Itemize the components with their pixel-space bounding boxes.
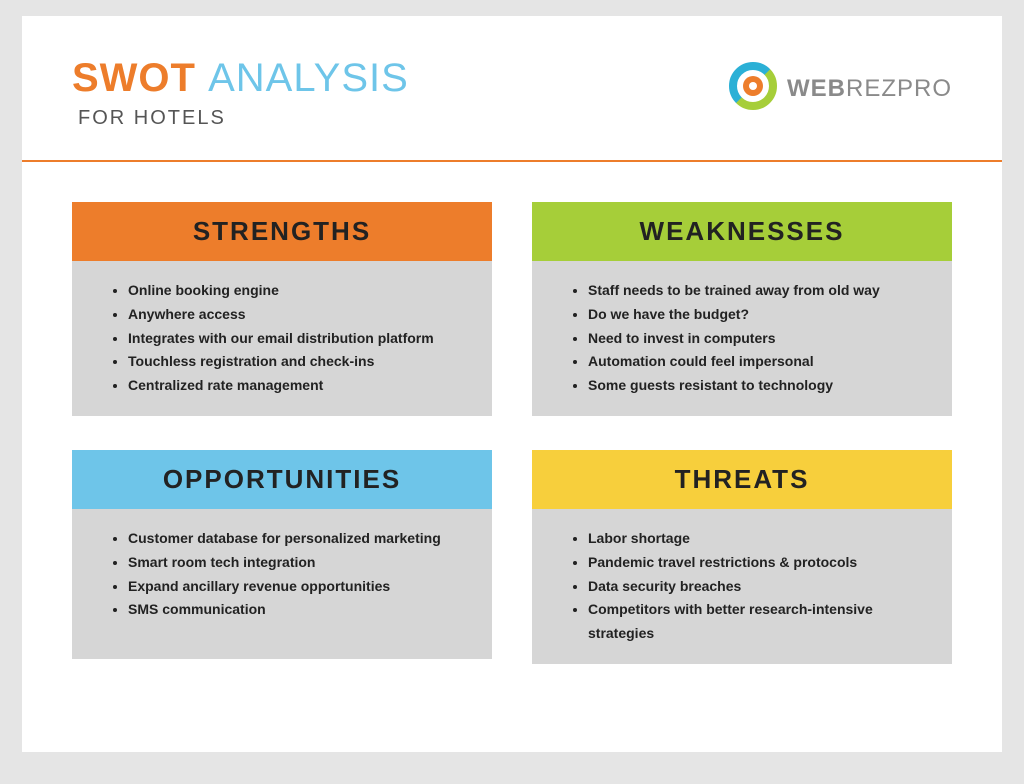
list-item: Centralized rate management xyxy=(128,374,472,398)
quadrant-header-strengths: STRENGTHS xyxy=(72,202,492,261)
quadrant-list-opportunities: Customer database for personalized marke… xyxy=(112,527,472,622)
logo-text-bold: WEB xyxy=(787,75,846,102)
swot-infographic: SWOT ANALYSIS FOR HOTELS WEBREZPRO STREN… xyxy=(22,16,1002,752)
quadrant-weaknesses: WEAKNESSES Staff needs to be trained away… xyxy=(532,202,952,416)
quadrant-header-opportunities: OPPORTUNITIES xyxy=(72,450,492,509)
logo-icon xyxy=(729,62,777,115)
title-word-analysis: ANALYSIS xyxy=(208,56,409,100)
quadrant-list-threats: Labor shortagePandemic travel restrictio… xyxy=(572,527,932,646)
list-item: Touchless registration and check-ins xyxy=(128,350,472,374)
logo-text-light: REZPRO xyxy=(846,75,952,102)
page-subtitle: FOR HOTELS xyxy=(78,107,409,130)
quadrant-strengths: STRENGTHS Online booking engineAnywhere a… xyxy=(72,202,492,416)
brand-logo: WEBREZPRO xyxy=(729,62,952,115)
list-item: Smart room tech integration xyxy=(128,551,472,575)
list-item: Pandemic travel restrictions & protocols xyxy=(588,551,932,575)
quadrant-list-weaknesses: Staff needs to be trained away from old … xyxy=(572,279,932,398)
title-word-swot: SWOT xyxy=(72,56,196,100)
list-item: Competitors with better research-intensi… xyxy=(588,598,932,646)
list-item: Staff needs to be trained away from old … xyxy=(588,279,932,303)
page-title: SWOT ANALYSIS xyxy=(72,56,409,101)
title-block: SWOT ANALYSIS FOR HOTELS xyxy=(72,56,409,130)
list-item: Some guests resistant to technology xyxy=(588,374,932,398)
list-item: Anywhere access xyxy=(128,303,472,327)
quadrant-body-weaknesses: Staff needs to be trained away from old … xyxy=(532,261,952,416)
list-item: Customer database for personalized marke… xyxy=(128,527,472,551)
list-item: Need to invest in computers xyxy=(588,327,932,351)
list-item: Do we have the budget? xyxy=(588,303,932,327)
quadrant-list-strengths: Online booking engineAnywhere accessInte… xyxy=(112,279,472,398)
list-item: Data security breaches xyxy=(588,575,932,599)
quadrant-header-weaknesses: WEAKNESSES xyxy=(532,202,952,261)
header: SWOT ANALYSIS FOR HOTELS WEBREZPRO xyxy=(22,16,1002,150)
list-item: Integrates with our email distribution p… xyxy=(128,327,472,351)
logo-text: WEBREZPRO xyxy=(787,75,952,103)
list-item: SMS communication xyxy=(128,598,472,622)
list-item: Automation could feel impersonal xyxy=(588,350,932,374)
quadrant-body-opportunities: Customer database for personalized marke… xyxy=(72,509,492,659)
quadrant-opportunities: OPPORTUNITIES Customer database for perso… xyxy=(72,450,492,664)
quadrant-body-threats: Labor shortagePandemic travel restrictio… xyxy=(532,509,952,664)
quadrant-threats: THREATS Labor shortagePandemic travel res… xyxy=(532,450,952,664)
list-item: Online booking engine xyxy=(128,279,472,303)
quadrant-header-threats: THREATS xyxy=(532,450,952,509)
list-item: Expand ancillary revenue opportunities xyxy=(128,575,472,599)
swot-grid: STRENGTHS Online booking engineAnywhere a… xyxy=(22,162,1002,694)
quadrant-body-strengths: Online booking engineAnywhere accessInte… xyxy=(72,261,492,416)
list-item: Labor shortage xyxy=(588,527,932,551)
